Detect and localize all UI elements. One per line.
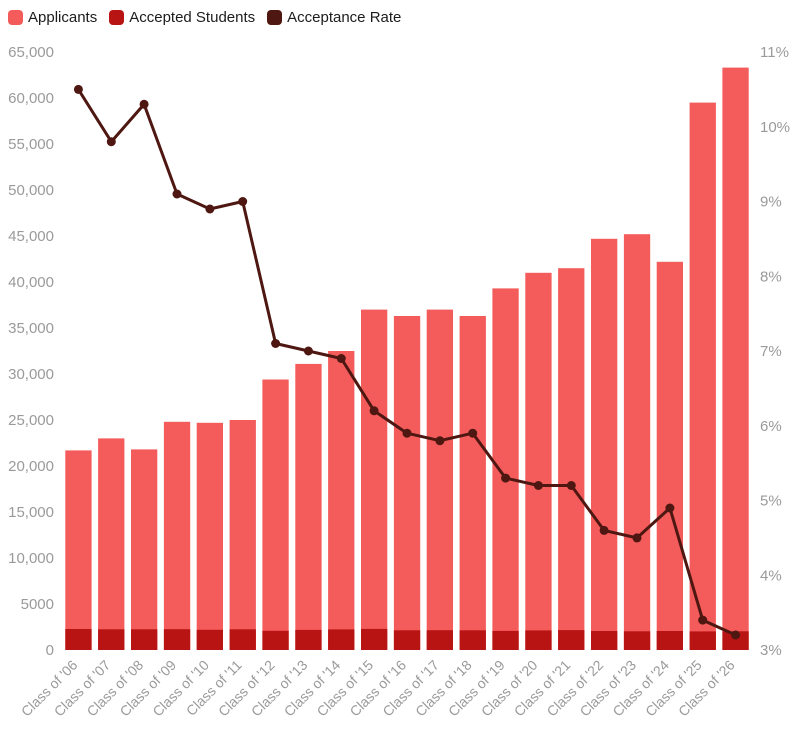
accepted-students-bar[interactable] [525,630,552,650]
applicants-bar[interactable] [328,351,355,650]
right-axis-tick: 4% [760,567,782,584]
acceptance-rate-point[interactable] [599,525,609,535]
right-axis-tick: 7% [760,343,782,360]
right-axis-tick: 5% [760,493,782,510]
right-axis-tick: 10% [760,119,790,136]
accepted-students-bar[interactable] [623,631,651,650]
acceptance-rate-point[interactable] [533,481,543,490]
acceptance-rate-point[interactable] [731,630,741,640]
legend-marker-accepted-students-icon [109,10,125,25]
acceptance-rate-point[interactable] [698,615,708,625]
applicants-bar[interactable] [98,438,125,650]
applicants-bar[interactable] [426,309,453,650]
acceptance-rate-point[interactable] [271,339,281,348]
accepted-students-bar[interactable] [558,630,585,650]
left-axis-tick: 0 [46,642,54,659]
applicants-bar[interactable] [492,288,519,650]
accepted-students-bar[interactable] [361,628,388,650]
applicants-bar[interactable] [229,420,256,650]
right-axis-tick: 3% [760,642,782,659]
applicants-bar[interactable] [525,272,552,650]
acceptance-rate-point[interactable] [435,436,445,446]
accepted-students-bar[interactable] [295,629,322,650]
left-axis-tick: 35,000 [8,320,54,337]
legend-item-acceptance-rate[interactable]: Acceptance Rate [267,9,401,26]
accepted-students-bar[interactable] [229,629,256,650]
accepted-students-bar[interactable] [393,630,421,650]
acceptance-rate-point[interactable] [205,204,215,214]
applicants-bar[interactable] [131,449,158,650]
acceptance-rate-point[interactable] [139,99,149,109]
acceptance-rate-point[interactable] [468,428,478,438]
left-axis-tick: 5000 [21,596,54,613]
accepted-students-bar[interactable] [328,629,355,650]
left-axis-tick: 40,000 [8,274,54,291]
acceptance-rate-point[interactable] [665,503,675,513]
accepted-students-bar[interactable] [65,629,92,650]
acceptance-rate-point[interactable] [303,346,313,356]
acceptance-rate-point[interactable] [566,481,576,490]
right-axis-tick: 9% [760,194,782,211]
accepted-students-bar[interactable] [459,630,486,650]
applicants-bar[interactable] [361,309,388,650]
left-axis-tick: 45,000 [8,228,54,245]
accepted-students-bar[interactable] [196,629,223,650]
applicants-bar[interactable] [295,363,322,650]
accepted-students-bar[interactable] [591,631,618,650]
acceptance-rate-point[interactable] [106,137,116,147]
applicants-bar[interactable] [722,67,749,651]
left-axis-tick: 65,000 [8,44,54,61]
left-axis-tick: 10,000 [8,550,54,567]
left-axis-tick: 55,000 [8,136,54,153]
accepted-students-bar[interactable] [262,630,289,650]
legend-item-accepted-students[interactable]: Accepted Students [109,9,255,26]
accepted-students-bar[interactable] [426,630,453,650]
applicants-bar[interactable] [163,421,191,650]
acceptance-rate-point[interactable] [402,428,412,438]
legend-marker-applicants-icon [8,10,23,25]
legend-label-acceptance-rate: Acceptance Rate [287,9,402,26]
legend-label-accepted-students: Accepted Students [129,9,256,26]
admissions-combo-chart: 0 5000 10,000 15,000 20,000 25,000 30,000 35,00… [8,44,790,720]
legend-marker-acceptance-rate-icon [267,10,283,25]
acceptance-rate-point[interactable] [336,354,346,363]
left-axis-tick: 15,000 [8,504,54,521]
acceptance-rate-point[interactable] [369,406,379,416]
left-axis-tick: 25,000 [8,412,54,429]
applicants-bar[interactable] [558,268,585,650]
applicants-bar[interactable] [656,261,683,650]
accepted-students-bar[interactable] [492,630,519,650]
applicants-bar[interactable] [393,316,421,650]
applicants-bar[interactable] [65,450,92,650]
legend-label-applicants: Applicants [28,9,98,26]
acceptance-rate-point[interactable] [73,84,83,94]
accepted-students-bar[interactable] [656,631,683,650]
applicants-bar[interactable] [459,316,486,650]
accepted-students-bar[interactable] [131,629,158,650]
acceptance-rate-point[interactable] [632,533,642,543]
applicants-bar[interactable] [689,102,716,651]
left-axis-tick: 50,000 [8,182,54,199]
chart-legend: Applicants Accepted Students Acceptance … [0,0,792,28]
applicants-bar[interactable] [196,422,223,650]
right-axis-tick: 6% [760,418,782,435]
acceptance-rate-point[interactable] [501,473,511,483]
accepted-students-bar[interactable] [689,631,716,650]
left-axis-tick: 20,000 [8,458,54,475]
acceptance-rate-point[interactable] [238,197,248,206]
accepted-students-bar[interactable] [163,629,191,650]
left-axis-tick: 30,000 [8,366,54,383]
right-axis-tick: 8% [760,268,782,285]
left-axis-tick: 60,000 [8,90,54,107]
legend-item-applicants[interactable]: Applicants [8,9,97,26]
applicants-bar[interactable] [262,379,289,651]
applicants-bar[interactable] [623,234,651,650]
accepted-students-bar[interactable] [722,631,749,650]
accepted-students-bar[interactable] [98,629,125,650]
applicants-bar[interactable] [591,238,618,651]
acceptance-rate-point[interactable] [172,189,182,199]
right-axis-tick: 11% [760,44,789,61]
